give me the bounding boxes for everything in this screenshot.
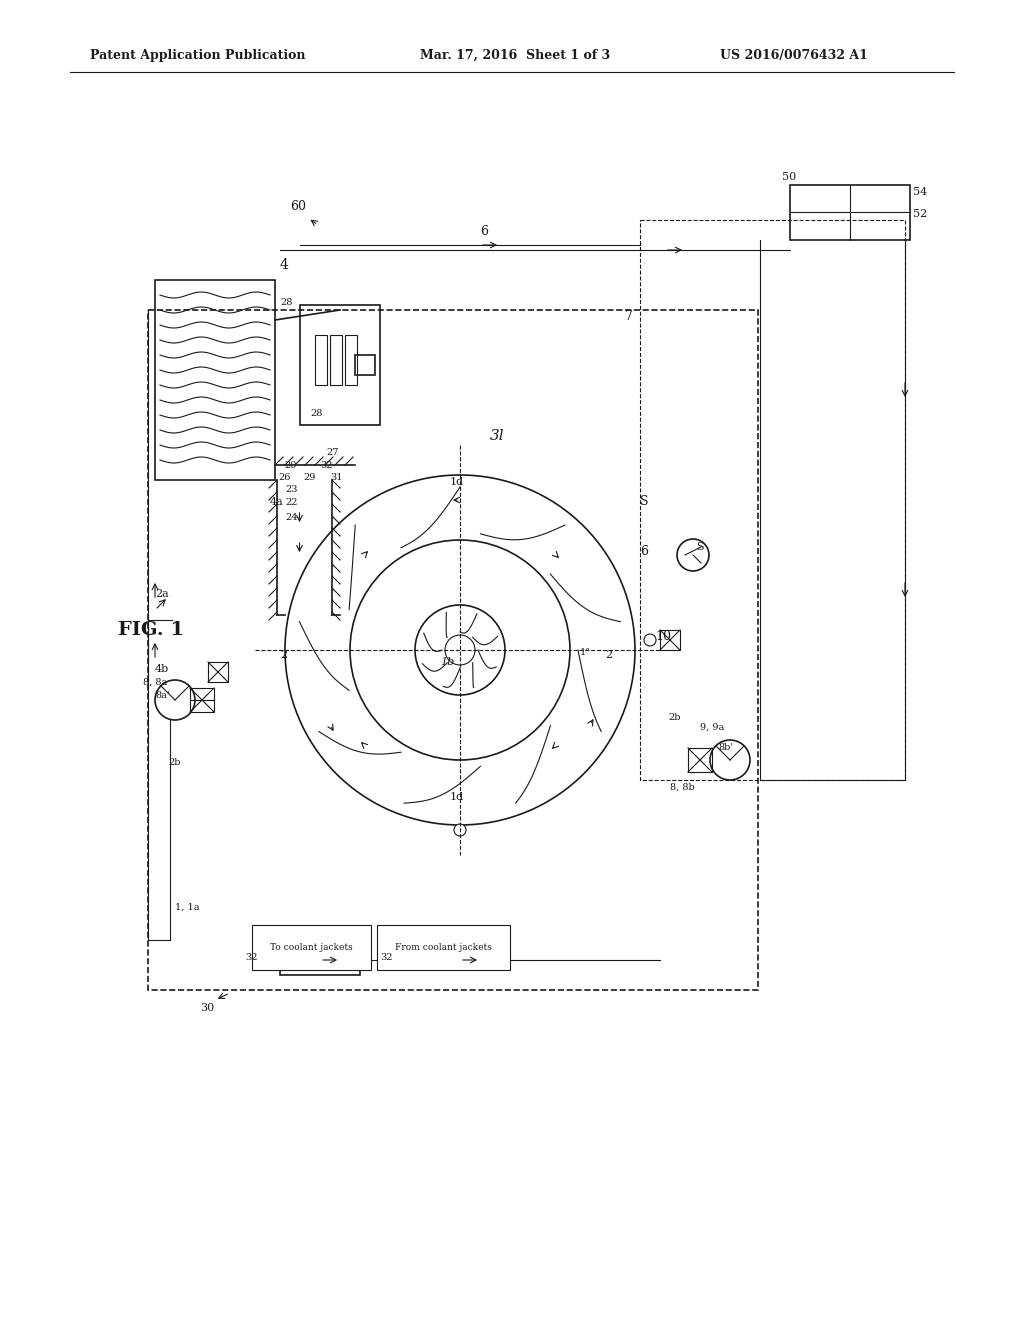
Text: 54: 54 — [913, 187, 928, 197]
Text: 30: 30 — [200, 1003, 214, 1012]
Bar — [355, 355, 375, 375]
Text: 6: 6 — [480, 224, 488, 238]
Text: S: S — [696, 543, 703, 552]
Bar — [688, 748, 712, 772]
Bar — [330, 335, 342, 385]
Text: To coolant jackets: To coolant jackets — [270, 942, 352, 952]
Text: 4a: 4a — [270, 498, 284, 507]
Bar — [208, 663, 228, 682]
Text: 2: 2 — [280, 649, 287, 660]
Circle shape — [710, 741, 750, 780]
Text: 23: 23 — [285, 484, 298, 494]
Text: 8, 8b: 8, 8b — [670, 783, 694, 792]
Bar — [345, 335, 357, 385]
Text: 32: 32 — [319, 461, 333, 470]
Text: 60: 60 — [290, 201, 306, 213]
Circle shape — [677, 539, 709, 572]
Text: 52: 52 — [913, 209, 928, 219]
Circle shape — [454, 824, 466, 836]
Bar — [315, 335, 327, 385]
Text: 32: 32 — [380, 953, 392, 962]
Text: 1d: 1d — [450, 477, 464, 487]
Text: 1°: 1° — [580, 648, 591, 657]
Text: 4: 4 — [280, 257, 289, 272]
Bar — [280, 940, 360, 975]
Text: US 2016/0076432 A1: US 2016/0076432 A1 — [720, 49, 868, 62]
Text: 2: 2 — [605, 649, 612, 660]
Text: 50: 50 — [782, 172, 797, 182]
Text: 20: 20 — [284, 461, 296, 470]
Text: 1, 1a: 1, 1a — [175, 903, 200, 912]
Text: 32: 32 — [245, 953, 257, 962]
Text: 1d: 1d — [450, 792, 464, 803]
Bar — [300, 305, 380, 425]
Text: 8b': 8b' — [718, 743, 733, 752]
Text: 31: 31 — [330, 473, 342, 482]
Text: 24: 24 — [285, 513, 298, 521]
Text: Mar. 17, 2016  Sheet 1 of 3: Mar. 17, 2016 Sheet 1 of 3 — [420, 49, 610, 62]
Text: Patent Application Publication: Patent Application Publication — [90, 49, 305, 62]
Text: 8a': 8a' — [155, 690, 170, 700]
Text: 3l: 3l — [490, 429, 505, 444]
Text: 9, 9a: 9, 9a — [700, 723, 724, 733]
Text: 28: 28 — [310, 409, 323, 418]
Text: S: S — [640, 495, 648, 508]
Bar — [155, 280, 275, 480]
Text: 2b: 2b — [668, 713, 681, 722]
Circle shape — [155, 680, 195, 719]
Text: From coolant jackets: From coolant jackets — [395, 942, 492, 952]
Text: 8, 8a: 8, 8a — [143, 678, 167, 686]
Text: 28: 28 — [280, 298, 293, 308]
Text: 4b: 4b — [155, 664, 169, 675]
Text: 2a: 2a — [155, 589, 169, 599]
Circle shape — [644, 634, 656, 645]
Bar — [660, 630, 680, 649]
Text: 6: 6 — [640, 545, 648, 558]
Bar — [190, 688, 214, 711]
Text: 7: 7 — [625, 310, 633, 323]
Text: 34: 34 — [312, 953, 327, 964]
Text: 29: 29 — [303, 473, 315, 482]
Text: 2b: 2b — [168, 758, 180, 767]
Text: FIG. 1: FIG. 1 — [118, 620, 184, 639]
Bar — [640, 220, 905, 780]
Text: 26: 26 — [278, 473, 291, 482]
Text: 27: 27 — [326, 447, 339, 457]
Text: 1b: 1b — [440, 657, 455, 667]
Bar — [148, 310, 758, 990]
Text: 22: 22 — [285, 498, 298, 507]
Bar — [790, 185, 910, 240]
Text: 10: 10 — [655, 630, 671, 643]
